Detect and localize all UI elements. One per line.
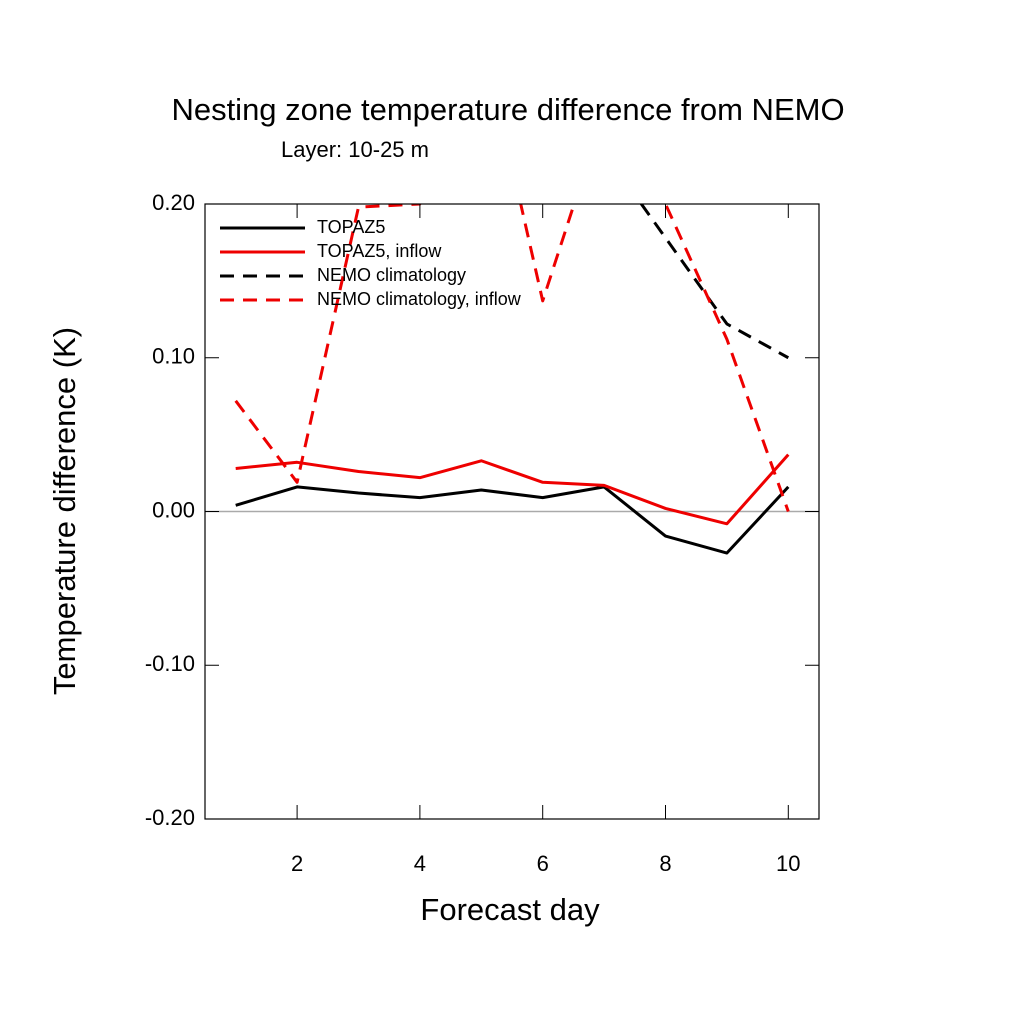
legend-label: TOPAZ5, inflow xyxy=(317,241,442,261)
y-tick-label: -0.10 xyxy=(145,651,195,676)
y-tick-label: 0.00 xyxy=(152,497,195,522)
y-tick-label: 0.20 xyxy=(152,190,195,215)
y-tick-label: 0.10 xyxy=(152,344,195,369)
x-tick-label: 4 xyxy=(414,851,426,876)
series-line xyxy=(234,204,790,513)
y-axis-label: Temperature difference (K) xyxy=(47,327,82,695)
x-axis-label: Forecast day xyxy=(420,892,600,927)
series-line xyxy=(235,453,790,526)
legend-label: NEMO climatology, inflow xyxy=(317,289,522,309)
chart-subtitle: Layer: 10-25 m xyxy=(281,137,429,162)
series-line xyxy=(639,204,790,360)
x-tick-label: 8 xyxy=(659,851,671,876)
series-line xyxy=(235,485,790,555)
x-tick-label: 10 xyxy=(776,851,800,876)
x-tick-label: 6 xyxy=(537,851,549,876)
x-tick-label: 2 xyxy=(291,851,303,876)
chart-title: Nesting zone temperature difference from… xyxy=(171,92,844,127)
y-tick-label: -0.20 xyxy=(145,805,195,830)
plot-area xyxy=(205,204,819,555)
legend-label: TOPAZ5 xyxy=(317,217,385,237)
legend-label: NEMO climatology xyxy=(317,265,466,285)
